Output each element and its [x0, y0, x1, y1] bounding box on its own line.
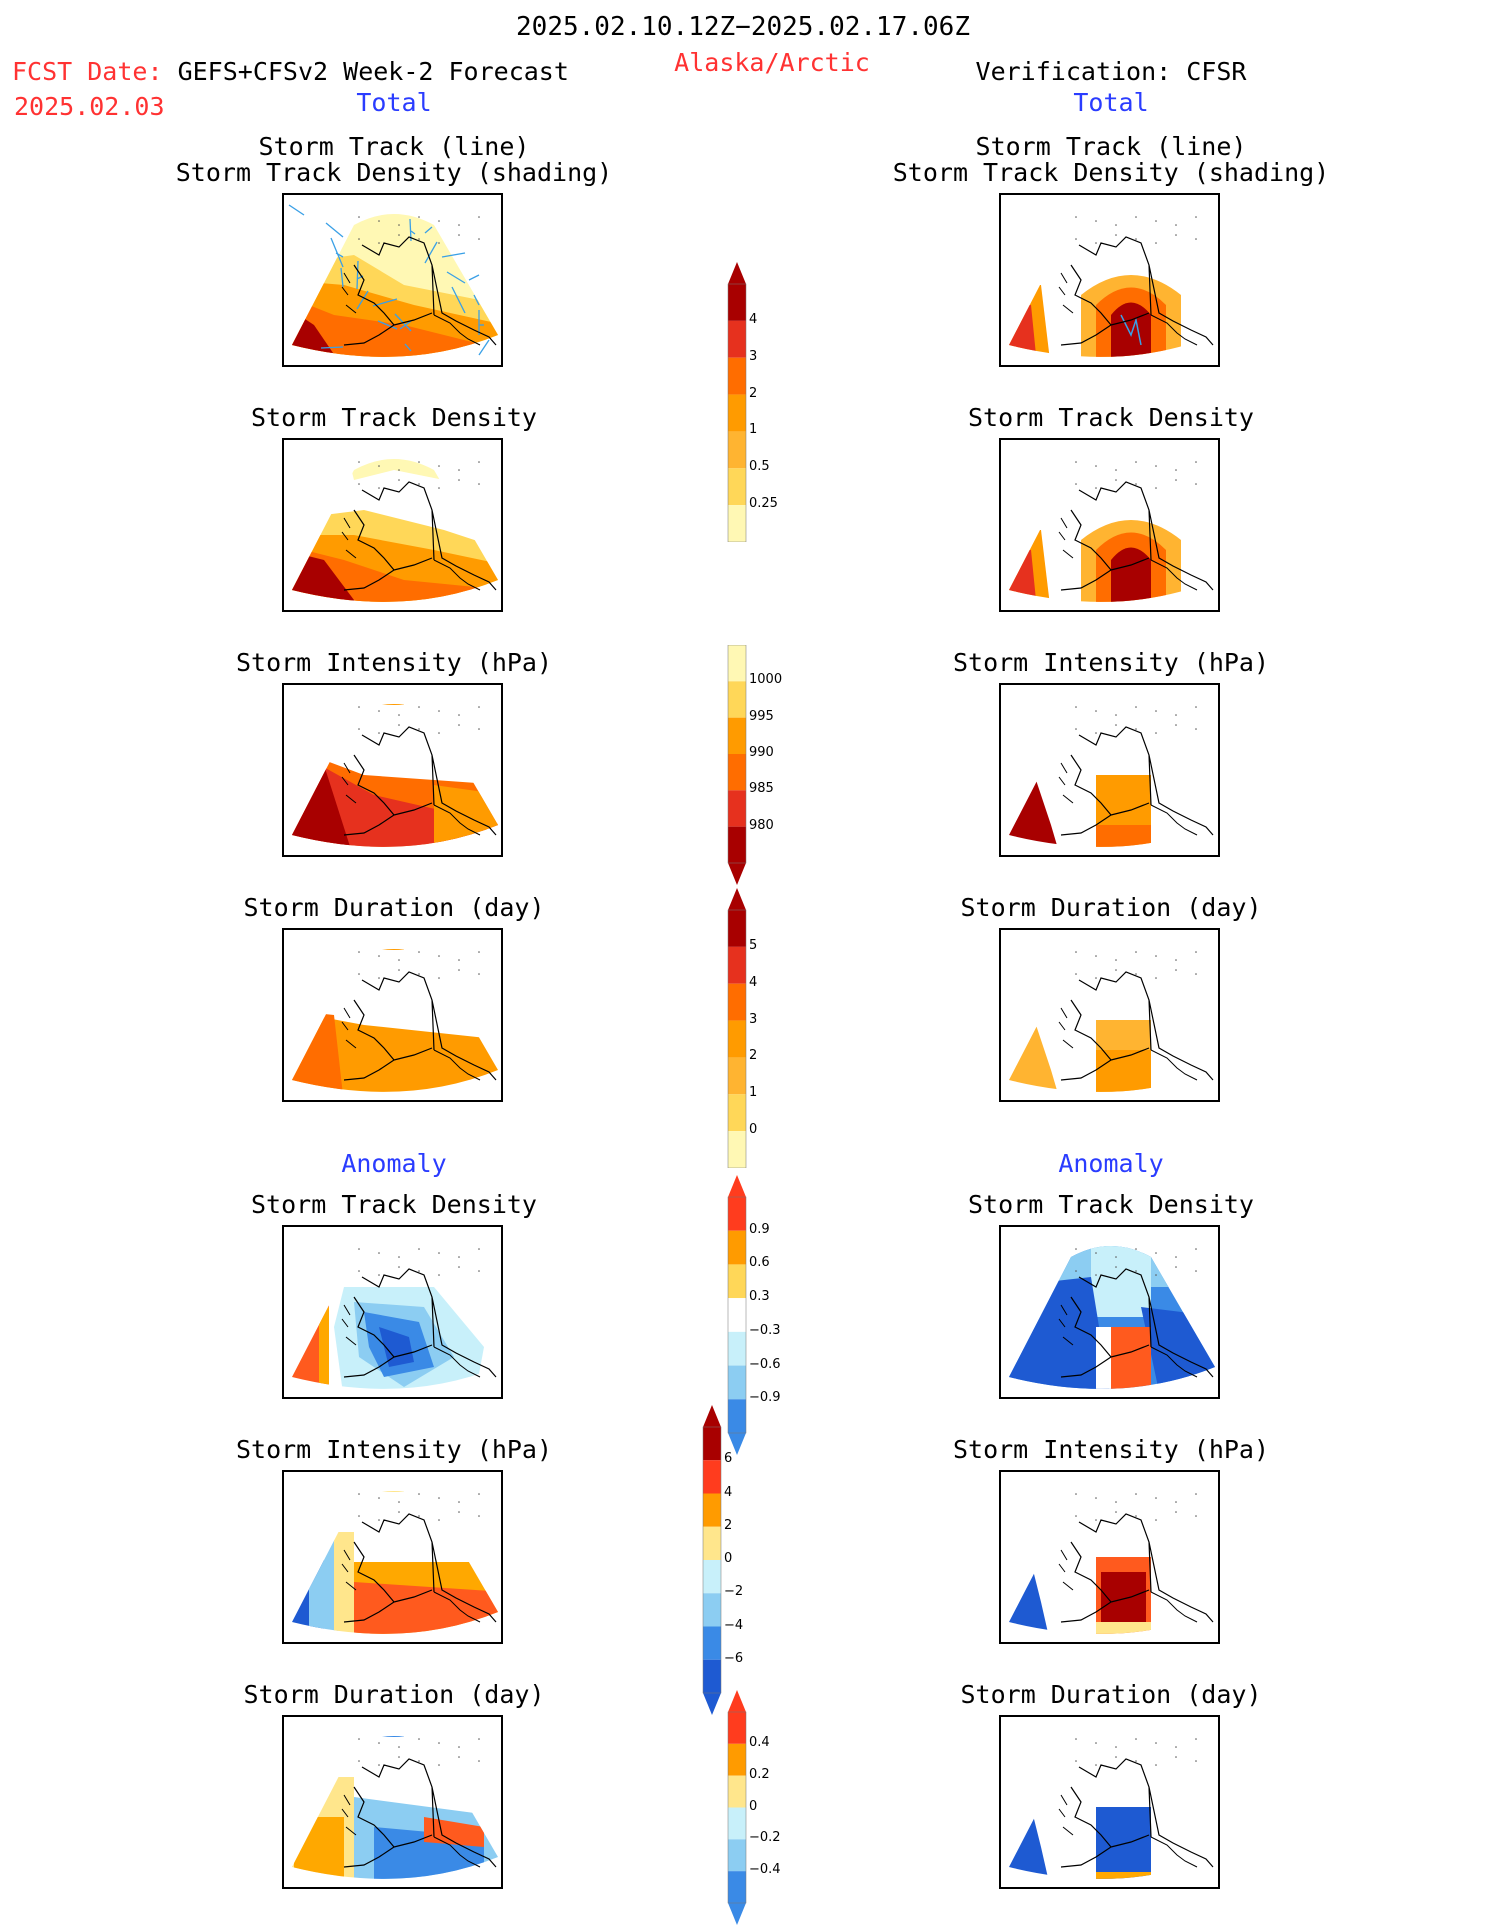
map-left-duration — [282, 928, 503, 1102]
colorbar-tick-label: 2 — [749, 385, 758, 401]
left-track-line-title: Storm Track (line) — [258, 132, 530, 161]
map-left-track-density — [282, 438, 503, 612]
map-right-track-density — [999, 438, 1220, 612]
forecast-header: FCST Date: GEFS+CFSv2 Week-2 Forecast — [12, 57, 569, 86]
right-anom-intensity-title: Storm Intensity (hPa) — [952, 1435, 1270, 1464]
right-duration-title: Storm Duration (day) — [960, 893, 1262, 922]
left-anomaly-label: Anomaly — [341, 1149, 447, 1178]
map-right-intensity — [999, 683, 1220, 857]
colorbar-tick-label: 0 — [749, 1798, 758, 1814]
colorbar-tick-label: 0 — [724, 1551, 733, 1566]
colorbar-tick-label: 4 — [749, 974, 758, 990]
colorbar-tick-label: 980 — [749, 817, 774, 833]
right-total-label: Total — [1073, 88, 1149, 117]
map-left-track-line — [282, 193, 503, 367]
colorbar-density-total: 4 3 2 1 0.5 0.25 — [720, 262, 800, 543]
right-intensity-title: Storm Intensity (hPa) — [952, 648, 1270, 677]
colorbar-intensity-anomaly: 6 4 2 0 −2 −4 −6 — [695, 1405, 775, 1715]
map-right-track-line — [999, 193, 1220, 367]
colorbar-tick-label: −0.3 — [749, 1322, 781, 1338]
period-title: 2025.02.10.12Z−2025.02.17.06Z — [516, 12, 970, 42]
colorbar-tick-label: −4 — [724, 1617, 744, 1633]
colorbar-tick-label: 0 — [749, 1122, 758, 1138]
fcst-date: 2025.02.03 — [14, 92, 165, 121]
map-right-anom-duration — [999, 1715, 1220, 1889]
colorbar-tick-label: 5 — [749, 937, 758, 953]
colorbar-tick-label: 0.6 — [749, 1255, 770, 1271]
colorbar-tick-label: −6 — [724, 1650, 744, 1666]
colorbar-tick-label: 995 — [749, 708, 774, 724]
colorbar-tick-label: 4 — [749, 311, 758, 327]
right-anom-density-title: Storm Track Density — [968, 1190, 1254, 1219]
verification-label: Verification: CFSR — [975, 57, 1247, 86]
colorbar-tick-label: 6 — [724, 1451, 733, 1467]
right-density-title: Storm Track Density — [968, 403, 1254, 432]
left-intensity-title: Storm Intensity (hPa) — [235, 648, 553, 677]
map-left-anom-intensity — [282, 1470, 503, 1644]
colorbar-tick-label: 0.3 — [749, 1289, 770, 1305]
left-duration-title: Storm Duration (day) — [243, 893, 545, 922]
map-right-duration — [999, 928, 1220, 1102]
map-left-anom-density — [282, 1225, 503, 1399]
colorbar-tick-label: 1000 — [749, 672, 783, 688]
right-anomaly-label: Anomaly — [1058, 1149, 1164, 1178]
left-anom-duration-title: Storm Duration (day) — [243, 1680, 545, 1709]
colorbar-tick-label: 3 — [749, 1011, 758, 1027]
colorbar-tick-label: −0.9 — [749, 1390, 781, 1406]
colorbar-tick-label: −0.2 — [749, 1830, 781, 1846]
colorbar-tick-label: −2 — [724, 1584, 744, 1600]
colorbar-tick-label: 1 — [749, 1085, 758, 1101]
colorbar-tick-label: 1 — [749, 422, 758, 438]
colorbar-tick-label: 0.5 — [749, 459, 770, 475]
colorbar-intensity-total: 1000 995 990 985 980 — [720, 644, 800, 885]
left-track-shading-title: Storm Track Density (shading) — [175, 158, 613, 187]
colorbar-tick-label: 3 — [749, 348, 758, 364]
map-left-anom-duration — [282, 1715, 503, 1889]
colorbar-tick-label: 0.2 — [749, 1766, 770, 1782]
map-right-anom-density — [999, 1225, 1220, 1399]
map-right-anom-intensity — [999, 1470, 1220, 1644]
region-title: Alaska/Arctic — [674, 48, 870, 77]
colorbar-tick-label: 0.9 — [749, 1221, 770, 1237]
colorbar-tick-label: 985 — [749, 781, 774, 797]
left-total-label: Total — [356, 88, 432, 117]
right-anom-duration-title: Storm Duration (day) — [960, 1680, 1262, 1709]
forecast-model: GEFS+CFSv2 Week-2 Forecast — [177, 57, 569, 86]
right-track-line-title: Storm Track (line) — [975, 132, 1247, 161]
colorbar-tick-label: 990 — [749, 745, 774, 760]
left-anom-density-title: Storm Track Density — [251, 1190, 537, 1219]
colorbar-tick-label: 2 — [724, 1517, 733, 1533]
right-track-shading-title: Storm Track Density (shading) — [892, 158, 1330, 187]
fcst-date-label: FCST Date: — [12, 57, 163, 86]
colorbar-duration-total: 5 4 3 2 1 0 — [720, 888, 800, 1169]
map-left-intensity — [282, 683, 503, 857]
colorbar-tick-label: 0.25 — [749, 496, 778, 512]
colorbar-tick-label: −0.6 — [749, 1356, 781, 1372]
colorbar-tick-label: 4 — [724, 1484, 733, 1500]
colorbar-tick-label: 2 — [749, 1048, 758, 1064]
left-anom-intensity-title: Storm Intensity (hPa) — [235, 1435, 553, 1464]
colorbar-tick-label: −0.4 — [749, 1862, 781, 1878]
colorbar-tick-label: 0.4 — [749, 1734, 770, 1750]
colorbar-density-anomaly: 0.9 0.6 0.3 −0.3 −0.6 −0.9 — [720, 1175, 800, 1455]
left-density-title: Storm Track Density — [251, 403, 537, 432]
colorbar-duration-anomaly: 0.4 0.2 0 −0.2 −0.4 — [720, 1690, 800, 1925]
